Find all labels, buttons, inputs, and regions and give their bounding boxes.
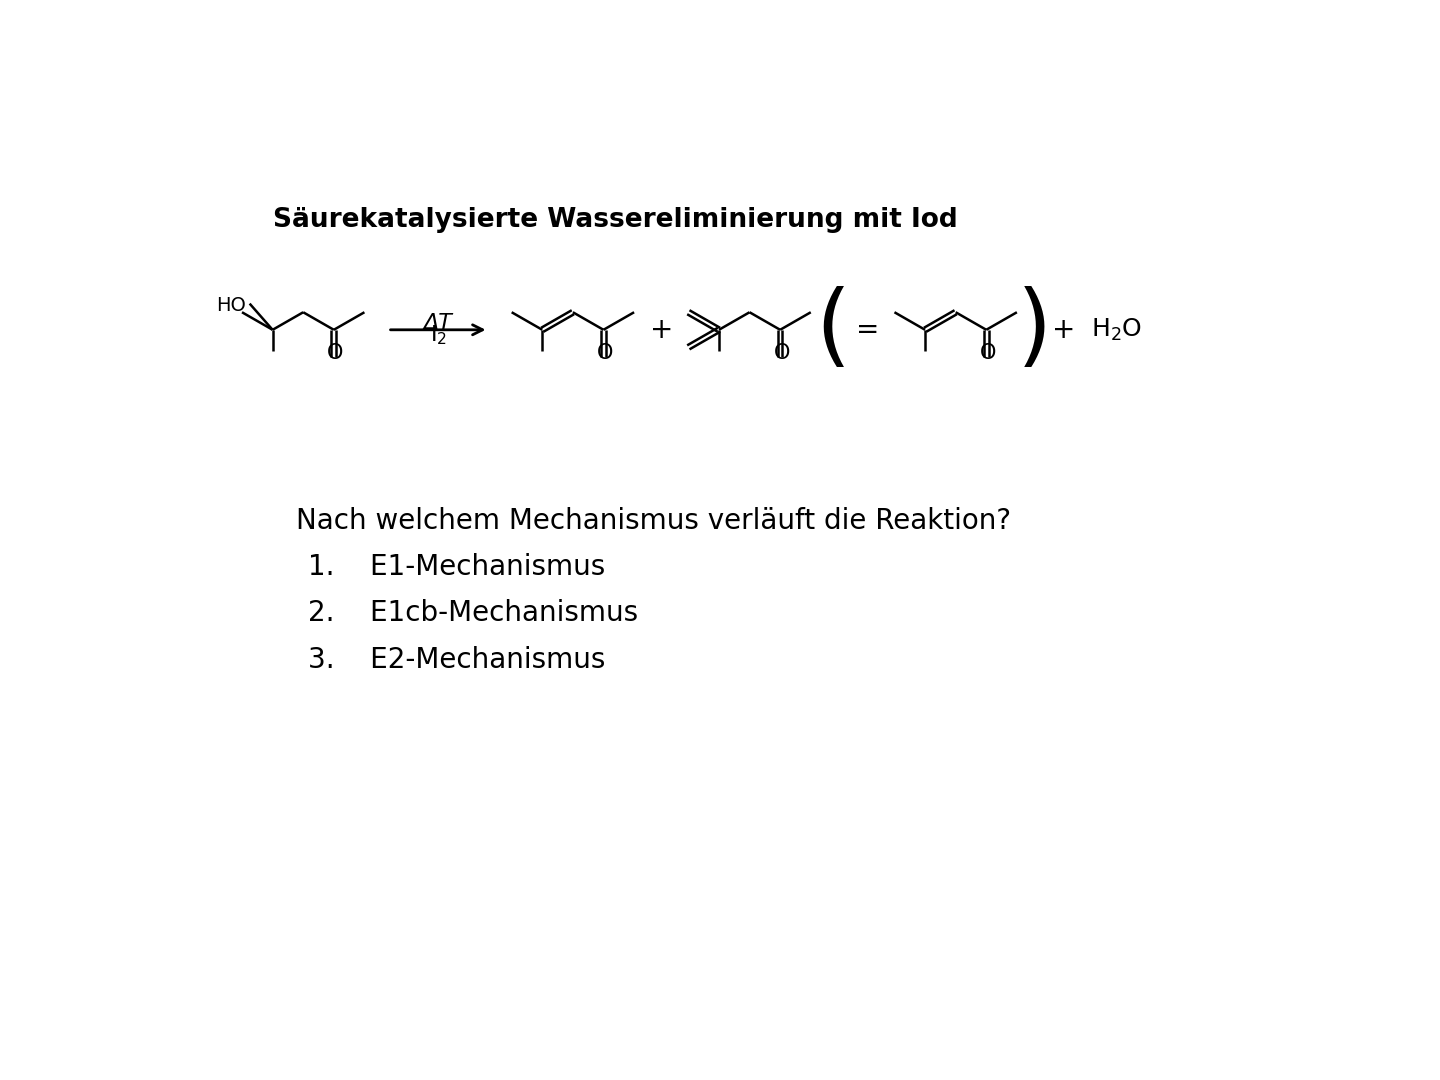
Text: +: + <box>649 315 672 343</box>
Text: 1.    E1-Mechanismus: 1. E1-Mechanismus <box>308 553 605 581</box>
Text: Nach welchem Mechanismus verläuft die Reaktion?: Nach welchem Mechanismus verläuft die Re… <box>297 507 1011 535</box>
Text: 3.    E2-Mechanismus: 3. E2-Mechanismus <box>308 646 605 674</box>
Text: 2.    E1cb-Mechanismus: 2. E1cb-Mechanismus <box>308 599 638 627</box>
Text: Säurekatalysierte Wassereliminierung mit Iod: Säurekatalysierte Wassereliminierung mit… <box>274 206 958 232</box>
Text: O: O <box>596 342 613 363</box>
Text: H$_2$O: H$_2$O <box>1090 316 1142 343</box>
Text: +: + <box>1051 315 1076 343</box>
Text: I$_2$: I$_2$ <box>429 323 446 347</box>
Text: O: O <box>773 342 791 363</box>
Text: O: O <box>327 342 344 363</box>
Text: ): ) <box>1017 286 1051 374</box>
Text: ΔT: ΔT <box>423 313 452 333</box>
Text: (: ( <box>815 286 850 374</box>
Text: =: = <box>855 315 878 343</box>
Text: O: O <box>979 342 996 363</box>
Text: HO: HO <box>216 296 246 315</box>
